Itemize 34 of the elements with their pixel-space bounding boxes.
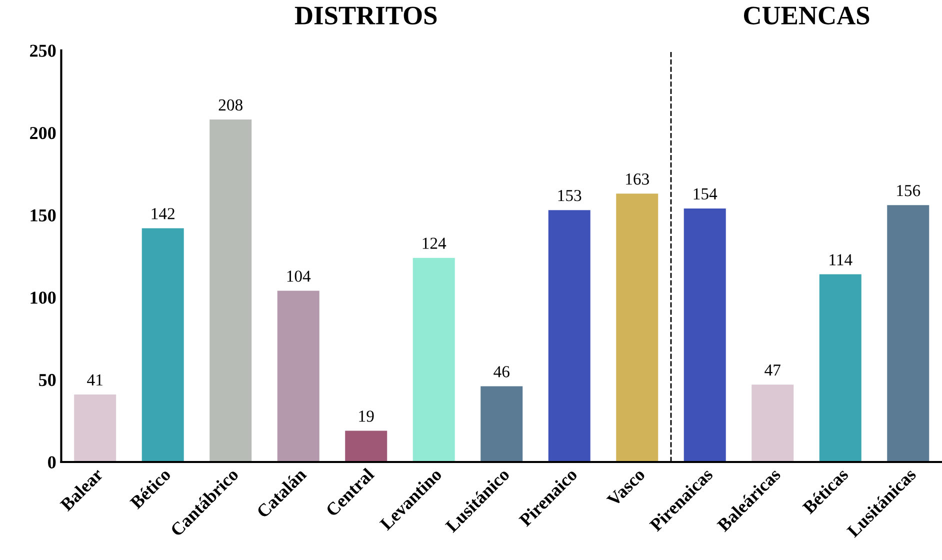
y-tick-label: 100 — [30, 292, 56, 304]
y-tick-label: 0 — [48, 456, 56, 468]
bar — [277, 290, 320, 462]
data-label: 124 — [422, 238, 446, 249]
text: CUENCAS — [744, 6, 870, 24]
data-label: 41 — [87, 374, 102, 386]
text: DISTRITOS — [294, 6, 437, 24]
y-tick-label: 250 — [30, 44, 56, 57]
bar — [480, 386, 523, 462]
bar — [210, 120, 252, 462]
data-label: 47 — [764, 364, 780, 376]
bar — [345, 430, 388, 462]
bar — [684, 208, 726, 462]
y-tick-label: 50 — [39, 374, 56, 386]
data-label: 19 — [359, 410, 374, 422]
data-label: 114 — [830, 254, 852, 266]
y-tick-label: 200 — [30, 126, 56, 140]
data-label: 154 — [694, 188, 718, 200]
bar — [548, 210, 590, 462]
bar — [819, 274, 862, 462]
bar — [142, 228, 184, 462]
data-label: 208 — [218, 99, 242, 111]
data-label: 104 — [287, 270, 311, 282]
bar — [887, 205, 930, 462]
y-tick-label: 150 — [30, 209, 56, 222]
bar — [616, 194, 658, 462]
bar — [74, 394, 116, 462]
data-label: 163 — [626, 173, 649, 185]
data-label: 156 — [897, 185, 920, 196]
bar — [412, 258, 455, 462]
data-label: 46 — [494, 366, 510, 378]
data-label: 142 — [152, 208, 174, 220]
data-label: 153 — [558, 190, 582, 202]
bar — [752, 384, 794, 462]
